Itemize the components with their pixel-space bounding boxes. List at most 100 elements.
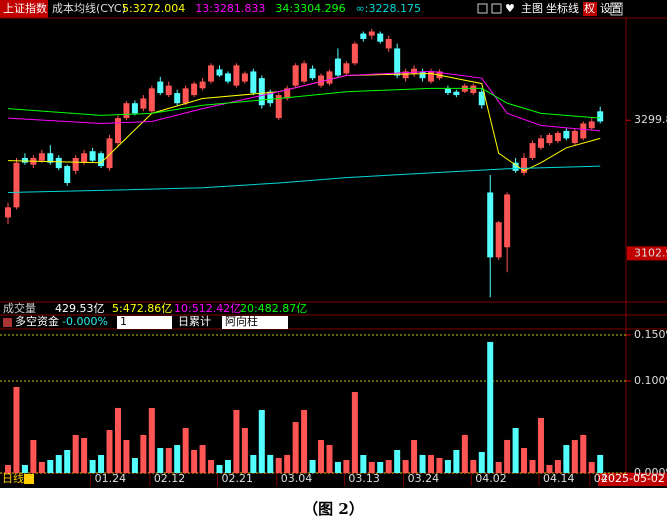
x-tick-label: 04 [594, 472, 608, 485]
bar [301, 409, 308, 473]
volume-ma: 20:482.87亿 [240, 302, 307, 315]
icon-up[interactable] [610, 2, 623, 16]
candle-body [13, 162, 20, 208]
candle-body [89, 151, 96, 161]
volume-ma: 5:472.86亿 [112, 302, 172, 315]
candle-body [258, 78, 265, 106]
button[interactable]: 主图 [521, 2, 543, 15]
index-name: 上证指数 [3, 1, 47, 15]
x-tick-label: 01.24 [95, 472, 127, 485]
ma-line [7, 72, 601, 172]
select[interactable] [117, 316, 172, 329]
y-tick-label: 0.000% [634, 466, 667, 479]
candle-body [114, 118, 121, 144]
bar [470, 460, 477, 473]
candle-body [444, 88, 451, 94]
candle-body [580, 123, 587, 139]
x-tick-label: 02.21 [222, 472, 254, 485]
bar [351, 392, 358, 473]
tick-badge [627, 246, 667, 261]
candle-body [318, 75, 325, 86]
candle-body [394, 48, 401, 76]
bar [21, 464, 28, 473]
candle-body [377, 33, 384, 42]
bar [385, 460, 392, 473]
candle-body [597, 111, 604, 122]
candle-body [284, 88, 291, 99]
candle-body [360, 33, 367, 39]
bar [512, 428, 519, 473]
bar [360, 454, 367, 473]
candle-body [419, 71, 426, 79]
bar [64, 449, 71, 473]
candle-body [470, 85, 477, 94]
legend-label: 13:3281.833 [195, 2, 265, 15]
candle-body [224, 73, 231, 82]
select-value[interactable]: 1 [120, 315, 127, 328]
candle-body [55, 157, 62, 169]
candle-body [216, 69, 223, 76]
bar [30, 439, 37, 473]
bar [275, 458, 282, 473]
candle-body [131, 103, 138, 114]
bar [563, 445, 570, 473]
bar [224, 460, 231, 473]
candle-body [554, 132, 561, 142]
bar [114, 407, 121, 473]
ma-line [7, 87, 601, 119]
bar [571, 439, 578, 473]
date-badge [598, 473, 667, 486]
candle-body [588, 121, 595, 129]
candle-body [292, 65, 299, 86]
candle-body [529, 143, 536, 158]
legend-label: ∞:3228.175 [356, 2, 421, 15]
icon [3, 318, 12, 327]
candle-body [174, 93, 181, 104]
button[interactable]: 权 [584, 2, 595, 15]
button[interactable]: 坐标线 [546, 1, 579, 15]
bar [529, 460, 536, 473]
candle-body [368, 31, 375, 36]
bar [258, 409, 265, 473]
candle-body [537, 138, 544, 148]
chart: 上证指数 成本均线(CYC) ♥ 主图 坐标线 权 设置 成交量 429.53亿… [0, 0, 667, 488]
bar [597, 454, 604, 473]
bar [478, 452, 485, 473]
bar [453, 449, 460, 473]
bar [199, 445, 206, 473]
candle-body [275, 95, 282, 119]
bar [157, 447, 164, 473]
bar [140, 434, 147, 473]
fund-value: -0.000% [62, 315, 108, 328]
candle-body [208, 65, 215, 82]
candle-body [123, 103, 130, 119]
bar [546, 464, 553, 473]
bar [411, 439, 418, 473]
icon-heart[interactable]: ♥ [505, 2, 515, 15]
candle-body [72, 157, 79, 171]
bar [537, 417, 544, 473]
bar [444, 460, 451, 473]
candle-body [334, 58, 341, 76]
x-tick-label: 04.14 [543, 472, 575, 485]
candle-body [47, 153, 54, 163]
candle-body [309, 68, 316, 79]
button-bg [583, 2, 597, 16]
bar [89, 460, 96, 473]
candle-body [521, 157, 528, 173]
select[interactable] [222, 316, 288, 329]
candle-body [157, 81, 164, 94]
x-tick-label: 03.13 [348, 472, 380, 485]
bar [377, 461, 384, 473]
select-value[interactable]: 阿向柱 [225, 314, 258, 328]
icon[interactable] [491, 3, 502, 14]
candle-body [453, 91, 460, 96]
bar [233, 409, 240, 473]
bar [343, 460, 350, 473]
candle-body [487, 192, 494, 258]
bar [521, 447, 528, 473]
candle-body [512, 162, 519, 171]
bar [72, 434, 79, 473]
icon[interactable] [477, 3, 488, 14]
bar [368, 461, 375, 473]
